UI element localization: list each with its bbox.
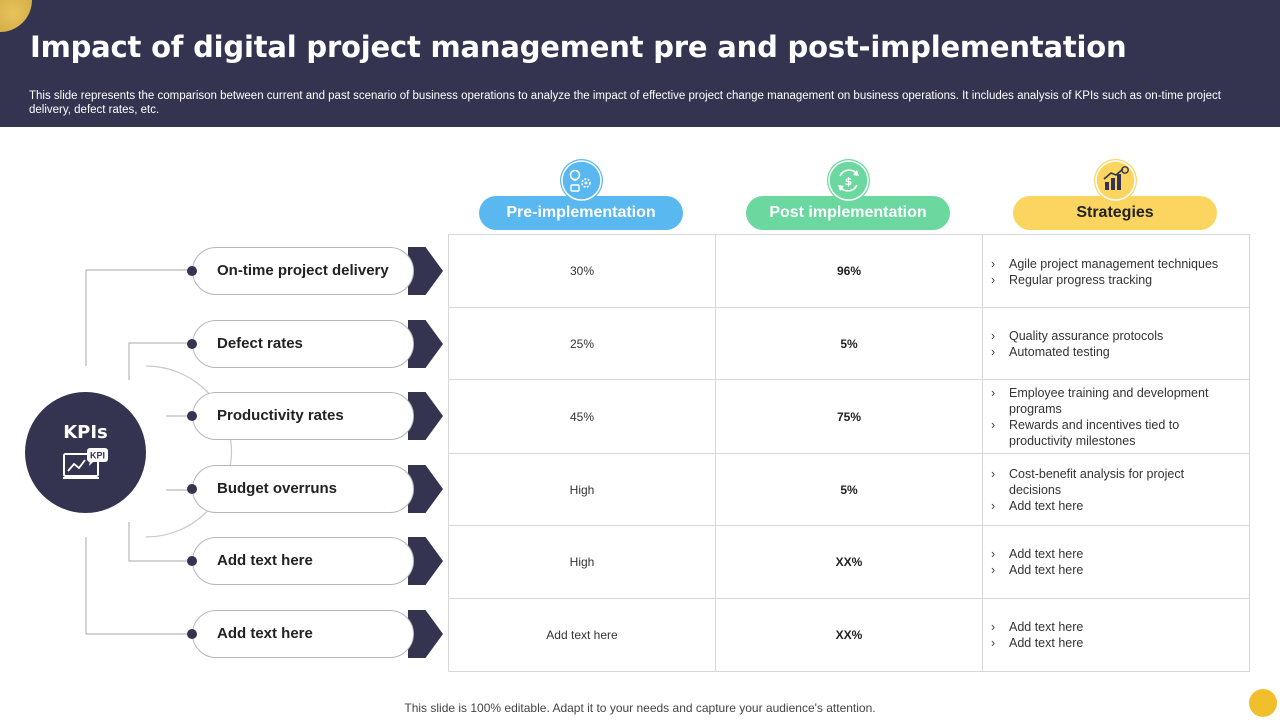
strategy-list: Cost-benefit analysis for project decisi…: [991, 466, 1237, 514]
page-subtitle: This slide represents the comparison bet…: [29, 90, 1221, 116]
kpi-dot: [187, 484, 197, 494]
kpi-label: Add text here: [217, 552, 313, 569]
kpi-label: On-time project delivery: [217, 262, 389, 279]
strategy-item: Cost-benefit analysis for project decisi…: [991, 466, 1237, 498]
kpi-connector-lines: [85, 269, 233, 635]
kpi-row[interactable]: Add text here: [187, 610, 446, 658]
pre-value: High: [569, 555, 595, 569]
table-cell-pre: 45%: [449, 380, 716, 454]
post-value: 5%: [840, 483, 858, 497]
pre-value: 25%: [569, 337, 595, 351]
kpi-hub: KPIs KPI: [25, 392, 146, 513]
strategy-item: Add text here: [991, 619, 1237, 635]
pre-value: 30%: [569, 264, 595, 278]
table-cell-pre: 30%: [449, 235, 716, 308]
svg-text:$: $: [845, 175, 853, 188]
pre-value: Add text here: [546, 628, 618, 642]
kpi-pill: Productivity rates: [192, 392, 414, 440]
footer-note: This slide is 100% editable. Adapt it to…: [404, 701, 876, 715]
kpi-dot: [187, 629, 197, 639]
post-value: 5%: [840, 337, 858, 351]
dollar-cycle-icon: $: [827, 159, 870, 202]
kpi-row[interactable]: On-time project delivery: [187, 247, 446, 295]
strategy-item: Add text here: [991, 546, 1237, 562]
table-cell-post: 96%: [716, 235, 983, 308]
strategy-list: Agile project management techniques Regu…: [991, 256, 1237, 288]
strategy-item: Add text here: [991, 635, 1237, 651]
kpi-pill: Budget overruns: [192, 465, 414, 513]
strategy-list: Add text here Add text here: [991, 619, 1237, 651]
kpi-row[interactable]: Defect rates: [187, 320, 446, 368]
strategy-item: Regular progress tracking: [991, 272, 1237, 288]
header-banner: Impact of digital project management pre…: [0, 0, 1280, 127]
kpi-label: Add text here: [217, 625, 313, 642]
table-cell-pre: High: [449, 526, 716, 599]
kpi-pill: On-time project delivery: [192, 247, 414, 295]
strategy-list: Quality assurance protocols Automated te…: [991, 328, 1237, 360]
strategy-list: Employee training and development progra…: [991, 385, 1237, 449]
table-cell-post: 5%: [716, 308, 983, 380]
post-value: 96%: [836, 264, 862, 278]
kpi-row[interactable]: Add text here: [187, 537, 446, 585]
strategy-list: Add text here Add text here: [991, 546, 1237, 578]
table-cell-strategies: Add text here Add text here: [983, 526, 1249, 599]
kpi-label: Defect rates: [217, 335, 303, 352]
pre-value: 45%: [569, 410, 595, 424]
kpi-pill: Add text here: [192, 610, 414, 658]
table-cell-post: XX%: [716, 526, 983, 599]
kpi-dot: [187, 266, 197, 276]
kpi-chart-icon: KPI: [63, 448, 108, 479]
table-cell-post: XX%: [716, 599, 983, 671]
strategy-item: Agile project management techniques: [991, 256, 1237, 272]
corner-dot-decoration: [1249, 689, 1277, 717]
post-value: 75%: [836, 410, 862, 424]
pre-value: High: [569, 483, 595, 497]
column-header-post: Post implementation: [746, 196, 950, 230]
strategy-item: Quality assurance protocols: [991, 328, 1237, 344]
page-title: Impact of digital project management pre…: [30, 30, 1127, 64]
strategy-item: Employee training and development progra…: [991, 385, 1237, 417]
kpi-hub-label: KPIs: [63, 422, 108, 443]
post-value: XX%: [835, 628, 863, 642]
comparison-table: 30% 96% Agile project management techniq…: [448, 234, 1250, 672]
table-cell-strategies: Quality assurance protocols Automated te…: [983, 308, 1249, 380]
strategy-item: Add text here: [991, 498, 1237, 514]
kpi-row[interactable]: Productivity rates: [187, 392, 446, 440]
strategy-item: Automated testing: [991, 344, 1237, 360]
kpi-dot: [187, 411, 197, 421]
kpi-dot: [187, 556, 197, 566]
table-cell-post: 5%: [716, 454, 983, 526]
post-value: XX%: [835, 555, 863, 569]
kpi-pill: Add text here: [192, 537, 414, 585]
growth-chart-icon: [1094, 159, 1137, 202]
kpi-pill: Defect rates: [192, 320, 414, 368]
table-cell-post: 75%: [716, 380, 983, 454]
table-cell-strategies: Agile project management techniques Regu…: [983, 235, 1249, 308]
kpi-label: Budget overruns: [217, 480, 338, 497]
corner-decoration: [0, 0, 32, 32]
table-cell-pre: Add text here: [449, 599, 716, 671]
kpi-icon-text: KPI: [90, 451, 105, 461]
kpi-dot: [187, 339, 197, 349]
table-cell-strategies: Add text here Add text here: [983, 599, 1249, 671]
table-cell-pre: High: [449, 454, 716, 526]
table-cell-strategies: Employee training and development progra…: [983, 380, 1249, 454]
kpi-row[interactable]: Budget overruns: [187, 465, 446, 513]
table-cell-pre: 25%: [449, 308, 716, 380]
strategy-item: Add text here: [991, 562, 1237, 578]
idea-gear-icon: [560, 159, 603, 202]
strategy-item: Rewards and incentives tied to productiv…: [991, 417, 1237, 449]
table-cell-strategies: Cost-benefit analysis for project decisi…: [983, 454, 1249, 526]
kpi-label: Productivity rates: [217, 407, 344, 424]
